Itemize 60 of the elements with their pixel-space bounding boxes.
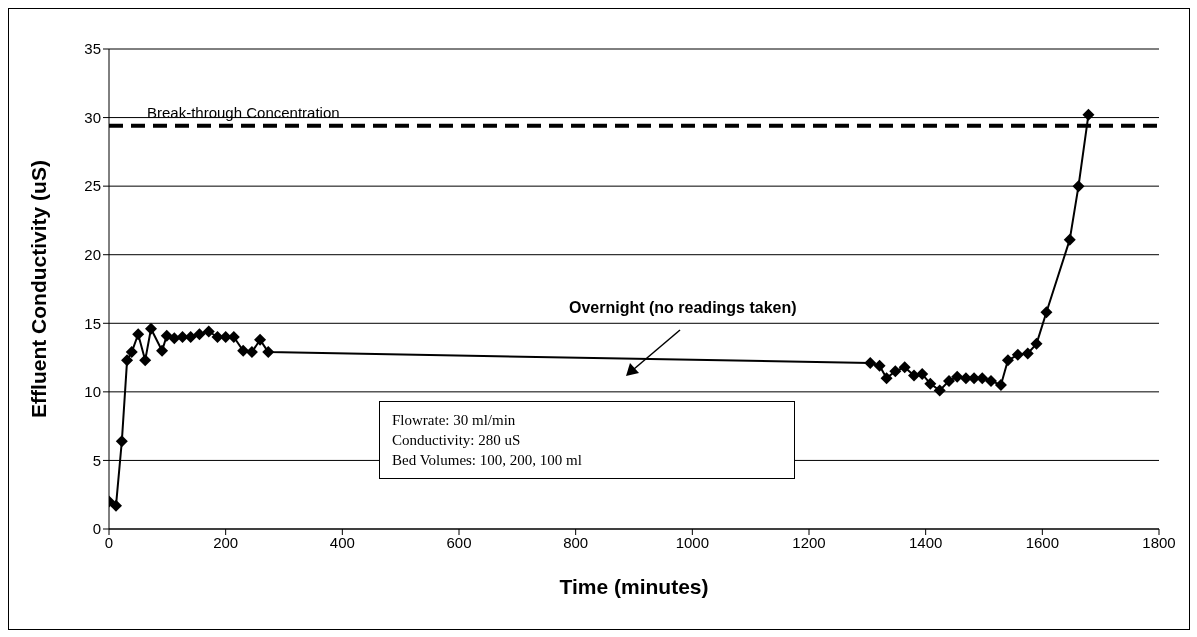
point [237, 344, 250, 357]
point [916, 368, 929, 381]
y-axis-title: Effluent Conductivity (uS) [27, 160, 51, 418]
point [193, 328, 206, 341]
x-tick-label: 0 [104, 533, 114, 551]
point [156, 344, 169, 357]
point [908, 369, 920, 382]
y-tick-label: 25 [84, 177, 101, 195]
point [1082, 108, 1095, 121]
point [1001, 354, 1014, 367]
point [125, 346, 138, 359]
x-tick-label: 1800 [1142, 533, 1176, 551]
point [1072, 180, 1085, 193]
point [254, 333, 267, 346]
point [951, 370, 964, 383]
ref-line-label: Break-through Concentration [147, 103, 340, 121]
point [145, 322, 157, 335]
annotation: Bed Volumes: 100, 200, 100 ml [392, 451, 583, 470]
x-tick-label: 1400 [908, 533, 943, 551]
point [115, 435, 128, 448]
y-tick-label: 0 [92, 520, 101, 538]
y-tick-label: 15 [84, 314, 101, 332]
point [1021, 347, 1034, 360]
point [132, 328, 145, 341]
point [110, 499, 122, 512]
x-tick-label: 800 [563, 533, 589, 551]
point [943, 374, 955, 387]
point [1063, 233, 1076, 246]
x-tick-label: 1000 [675, 533, 710, 551]
x-tick-label: 400 [329, 533, 355, 551]
annotation: Conductivity: 280 uS [392, 431, 522, 450]
point [898, 361, 911, 374]
point [139, 354, 152, 367]
y-tick-label: 5 [92, 451, 101, 469]
x-tick-label: 200 [213, 533, 239, 551]
point [202, 325, 215, 338]
y-tick-label: 20 [84, 246, 101, 264]
point [873, 359, 886, 372]
annotation: Overnight (no readings taken) [569, 299, 797, 317]
x-tick-label: 600 [446, 533, 472, 551]
y-tick-label: 35 [84, 40, 101, 58]
x-axis-title: Time (minutes) [559, 575, 709, 598]
point [1040, 306, 1053, 319]
point [864, 357, 877, 370]
point [924, 377, 937, 390]
x-tick-label: 1600 [1025, 533, 1060, 551]
info-box: Flowrate: 30 ml/min Conductivity: 280 uS Bed Volumes: 100, 200, 100 ml [379, 401, 795, 479]
point [985, 374, 997, 387]
point [933, 384, 946, 397]
point [121, 354, 134, 367]
point [1011, 348, 1024, 361]
point [889, 365, 902, 378]
point [994, 379, 1007, 391]
annotation: Flowrate: 30 ml/min [392, 411, 517, 430]
x-tick-label: 1200 [792, 533, 826, 551]
point [262, 346, 275, 359]
point [1030, 337, 1043, 350]
point [880, 372, 893, 385]
y-tick-label: 30 [84, 108, 101, 126]
y-tick-label: 10 [84, 383, 101, 401]
